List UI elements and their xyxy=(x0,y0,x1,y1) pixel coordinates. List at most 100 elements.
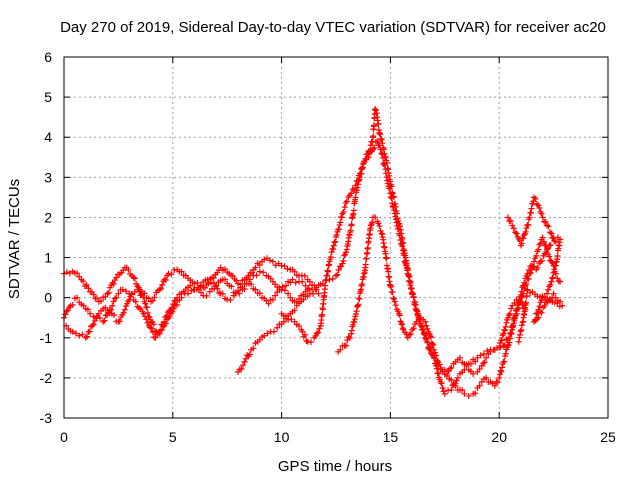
data-point xyxy=(504,342,511,349)
data-point xyxy=(229,272,236,279)
data-point xyxy=(87,310,94,317)
y-tick-label: -1 xyxy=(40,330,53,346)
data-point xyxy=(379,154,386,161)
data-point xyxy=(338,263,345,270)
data-point xyxy=(260,269,267,276)
data-point xyxy=(391,207,398,214)
data-point xyxy=(79,331,86,338)
data-point xyxy=(304,286,311,293)
data-point xyxy=(132,298,139,305)
data-point xyxy=(90,313,97,320)
data-point xyxy=(539,234,546,241)
series-track-d xyxy=(235,106,561,397)
data-point xyxy=(511,299,518,306)
data-point xyxy=(533,252,540,259)
data-point xyxy=(531,194,538,201)
data-point xyxy=(507,217,514,224)
data-point xyxy=(518,240,525,247)
data-point xyxy=(372,106,379,113)
data-point xyxy=(121,306,128,313)
data-point xyxy=(409,291,416,298)
data-point xyxy=(404,270,411,277)
data-point xyxy=(494,379,501,386)
y-tick-label: 0 xyxy=(44,290,52,306)
data-point xyxy=(269,296,276,303)
data-point xyxy=(481,359,488,366)
data-point xyxy=(300,296,307,303)
data-point xyxy=(101,317,108,324)
data-point xyxy=(333,231,340,238)
data-point xyxy=(537,240,544,247)
data-point xyxy=(147,324,154,331)
data-point xyxy=(313,286,320,293)
data-point xyxy=(443,370,450,377)
data-point xyxy=(434,357,441,364)
data-point xyxy=(387,190,394,197)
data-point xyxy=(389,202,396,209)
data-point xyxy=(97,298,104,305)
data-point xyxy=(248,281,255,288)
data-point xyxy=(406,278,413,285)
data-point xyxy=(405,271,412,278)
data-point xyxy=(340,257,347,264)
data-point xyxy=(74,294,81,301)
data-point xyxy=(504,314,511,321)
data-point xyxy=(524,287,531,294)
data-point xyxy=(549,298,556,305)
data-point xyxy=(337,219,344,226)
data-point xyxy=(130,274,137,281)
data-point xyxy=(549,274,556,281)
data-point xyxy=(315,290,322,297)
data-point xyxy=(424,339,431,346)
data-point xyxy=(80,278,87,285)
data-point xyxy=(285,290,292,297)
data-point xyxy=(310,290,317,297)
data-point xyxy=(371,122,378,129)
data-point xyxy=(113,294,120,301)
data-point xyxy=(287,294,294,301)
data-point xyxy=(430,342,437,349)
data-point xyxy=(91,317,98,324)
data-point xyxy=(552,238,559,245)
data-point xyxy=(110,281,117,288)
data-point xyxy=(516,334,523,341)
data-point xyxy=(150,321,157,328)
y-tick-labels: -3 -2 -1 0 1 2 3 4 5 6 xyxy=(40,49,53,426)
data-point xyxy=(404,334,411,341)
data-point xyxy=(108,306,115,313)
data-point xyxy=(540,238,547,245)
data-point xyxy=(354,178,361,185)
data-point xyxy=(454,374,461,381)
data-point xyxy=(222,276,229,283)
y-tick-label: -2 xyxy=(40,370,53,386)
data-point xyxy=(82,334,89,341)
data-point xyxy=(521,232,528,239)
data-point xyxy=(500,330,507,337)
data-point xyxy=(341,204,348,211)
data-point xyxy=(352,194,359,201)
data-point xyxy=(211,285,218,292)
data-point xyxy=(502,327,509,334)
data-point xyxy=(420,326,427,333)
data-point xyxy=(256,262,263,269)
data-point xyxy=(365,154,372,161)
data-point xyxy=(242,355,249,362)
data-point xyxy=(253,272,260,279)
data-point xyxy=(110,298,117,305)
data-point xyxy=(528,266,535,273)
data-point xyxy=(518,322,525,329)
data-point xyxy=(517,331,524,338)
data-point xyxy=(396,312,403,319)
data-point xyxy=(359,166,366,173)
data-point xyxy=(507,335,514,342)
data-point xyxy=(474,354,481,361)
data-point xyxy=(545,286,552,293)
data-point xyxy=(538,257,545,264)
data-point xyxy=(307,339,314,346)
y-tick-label: 1 xyxy=(44,250,52,266)
y-tick-label: 5 xyxy=(44,89,52,105)
data-point xyxy=(329,275,336,282)
data-point xyxy=(149,297,156,304)
y-axis-label: SDTVAR / TECUs xyxy=(6,179,23,299)
data-point xyxy=(504,214,511,221)
